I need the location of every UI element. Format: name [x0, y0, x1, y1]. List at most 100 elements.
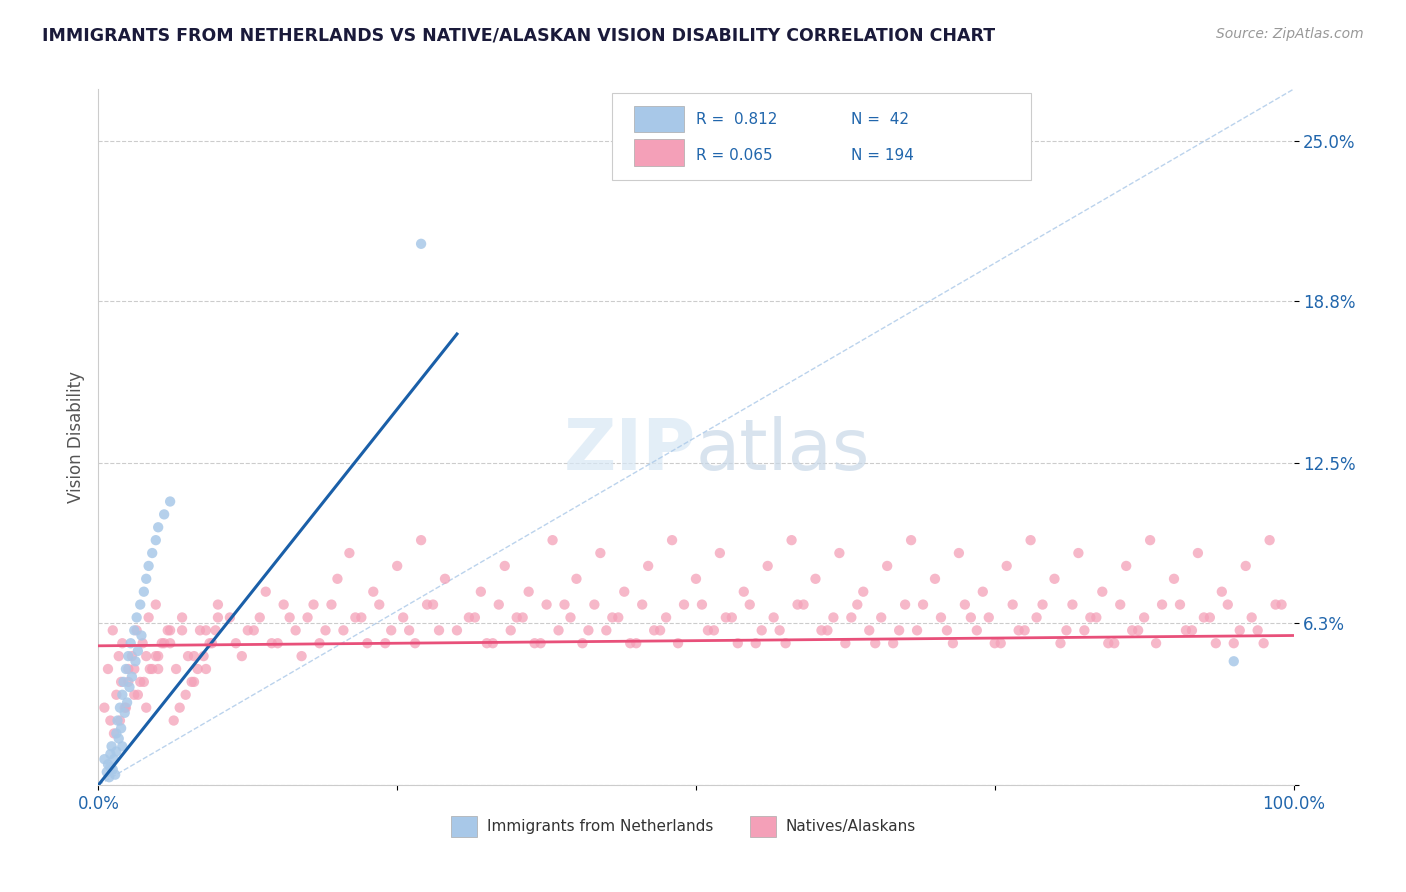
Point — [793, 598, 815, 612]
Point — [852, 584, 875, 599]
Point — [131, 636, 153, 650]
Point — [183, 674, 205, 689]
Point — [98, 770, 121, 784]
Point — [135, 649, 157, 664]
Point — [523, 636, 546, 650]
Point — [145, 533, 167, 548]
Point — [105, 744, 128, 758]
Point — [124, 688, 146, 702]
Point — [350, 610, 373, 624]
Point — [219, 610, 242, 624]
Text: R =  0.812: R = 0.812 — [696, 112, 778, 127]
Point — [1216, 598, 1239, 612]
Point — [112, 674, 135, 689]
Point — [810, 624, 832, 638]
Point — [118, 680, 141, 694]
Point — [98, 747, 122, 761]
Point — [326, 572, 349, 586]
Point — [953, 598, 976, 612]
Point — [267, 636, 290, 650]
Point — [721, 610, 744, 624]
Point — [1223, 654, 1246, 668]
Point — [1229, 624, 1251, 638]
Point — [97, 662, 120, 676]
Point — [392, 610, 415, 624]
Point — [578, 624, 600, 638]
Point — [1080, 610, 1102, 624]
FancyBboxPatch shape — [451, 816, 477, 837]
Point — [193, 649, 215, 664]
Point — [150, 636, 173, 650]
Point — [685, 572, 707, 586]
Point — [1049, 636, 1071, 650]
Point — [180, 674, 202, 689]
Point — [416, 598, 439, 612]
Point — [187, 662, 209, 676]
Point — [172, 624, 194, 638]
Point — [141, 662, 163, 676]
Text: N = 194: N = 194 — [852, 148, 914, 163]
Point — [876, 558, 898, 573]
Point — [714, 610, 737, 624]
Point — [1144, 636, 1167, 650]
Point — [148, 649, 170, 664]
Point — [751, 624, 773, 638]
Point — [733, 584, 755, 599]
Point — [738, 598, 761, 612]
Point — [127, 688, 149, 702]
Point — [380, 624, 402, 638]
Point — [458, 610, 481, 624]
Point — [356, 636, 378, 650]
Point — [273, 598, 295, 612]
FancyBboxPatch shape — [613, 93, 1031, 179]
Point — [1192, 610, 1215, 624]
Point — [823, 610, 845, 624]
Point — [924, 572, 946, 586]
Point — [607, 610, 630, 624]
Point — [315, 624, 337, 638]
Point — [278, 610, 301, 624]
Point — [648, 624, 672, 638]
Point — [110, 721, 132, 735]
Point — [697, 624, 720, 638]
Point — [260, 636, 283, 650]
Point — [560, 610, 582, 624]
Point — [139, 662, 162, 676]
Point — [145, 649, 167, 664]
Point — [107, 649, 129, 664]
Point — [972, 584, 994, 599]
Point — [321, 598, 343, 612]
Point — [207, 598, 229, 612]
Text: ZIP: ZIP — [564, 417, 696, 485]
Point — [780, 533, 803, 548]
Point — [104, 767, 127, 781]
Point — [93, 700, 115, 714]
Point — [129, 598, 152, 612]
Point — [404, 636, 426, 650]
Point — [156, 624, 179, 638]
Point — [966, 624, 988, 638]
Point — [547, 624, 569, 638]
Point — [1062, 598, 1084, 612]
Point — [499, 624, 522, 638]
Point — [344, 610, 367, 624]
Point — [1043, 572, 1066, 586]
Point — [249, 610, 271, 624]
Text: Immigrants from Netherlands: Immigrants from Netherlands — [486, 819, 713, 834]
Point — [124, 654, 146, 668]
Point — [488, 598, 510, 612]
Point — [297, 610, 319, 624]
Point — [117, 674, 139, 689]
Point — [1152, 598, 1174, 612]
Point — [114, 706, 136, 720]
Point — [332, 624, 354, 638]
Point — [709, 546, 731, 560]
Point — [786, 598, 808, 612]
Point — [1073, 624, 1095, 638]
Point — [98, 714, 122, 728]
FancyBboxPatch shape — [749, 816, 776, 837]
Point — [571, 636, 593, 650]
Point — [374, 636, 396, 650]
Point — [984, 636, 1007, 650]
Point — [815, 624, 838, 638]
